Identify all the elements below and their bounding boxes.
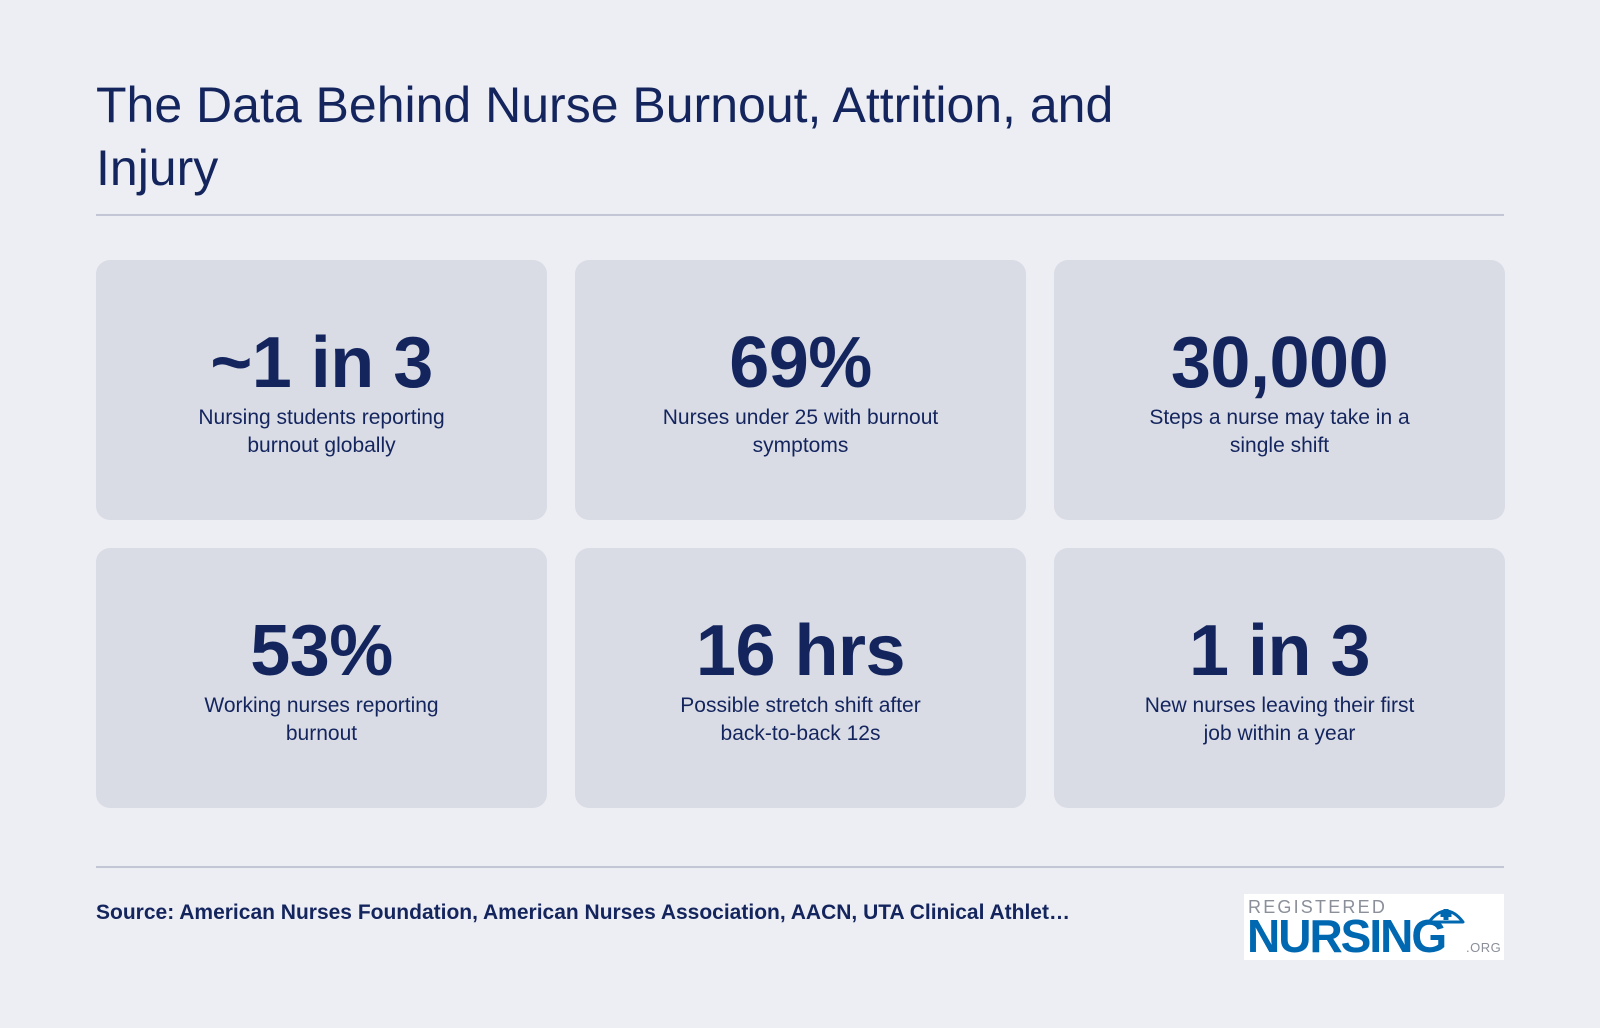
- stat-value: 69%: [729, 323, 872, 403]
- stat-card: 30,000 Steps a nurse may take in a singl…: [1054, 260, 1505, 520]
- stats-grid: ~1 in 3 Nursing students reporting burno…: [96, 260, 1505, 808]
- stat-label: Nurses under 25 with burnout symptoms: [662, 406, 939, 457]
- stat-card: 69% Nurses under 25 with burnout symptom…: [575, 260, 1026, 520]
- nurse-cap-icon: [1427, 909, 1465, 924]
- stat-label: Steps a nurse may take in a single shift: [1149, 406, 1410, 457]
- registered-nursing-logo[interactable]: REGISTERED NURSING .ORG: [1244, 894, 1504, 960]
- stat-label: New nurses leaving their first job withi…: [1144, 694, 1415, 745]
- logo-suffix: .ORG: [1466, 940, 1502, 955]
- logo-top-text: REGISTERED: [1248, 897, 1388, 917]
- stat-card: 53% Working nurses reporting burnout: [96, 548, 547, 808]
- stat-value: ~1 in 3: [210, 323, 433, 403]
- logo-main-text: NURSING: [1247, 910, 1447, 962]
- title-divider: [96, 214, 1504, 216]
- stat-value: 53%: [250, 611, 393, 691]
- stat-value: 30,000: [1170, 323, 1389, 403]
- footer-divider: [96, 866, 1504, 868]
- page-title: The Data Behind Nurse Burnout, Attrition…: [96, 77, 1114, 196]
- source-citation: Source: American Nurses Foundation, Amer…: [96, 901, 1070, 924]
- stat-value: 1 in 3: [1188, 611, 1371, 691]
- stat-card: 1 in 3 New nurses leaving their first jo…: [1054, 548, 1505, 808]
- stat-label: Nursing students reporting burnout globa…: [198, 406, 445, 457]
- stat-card: 16 hrs Possible stretch shift after back…: [575, 548, 1026, 808]
- stat-label: Working nurses reporting burnout: [204, 694, 439, 745]
- stat-card: ~1 in 3 Nursing students reporting burno…: [96, 260, 547, 520]
- stat-value: 16 hrs: [695, 611, 906, 691]
- stat-label: Possible stretch shift after back-to-bac…: [680, 694, 921, 745]
